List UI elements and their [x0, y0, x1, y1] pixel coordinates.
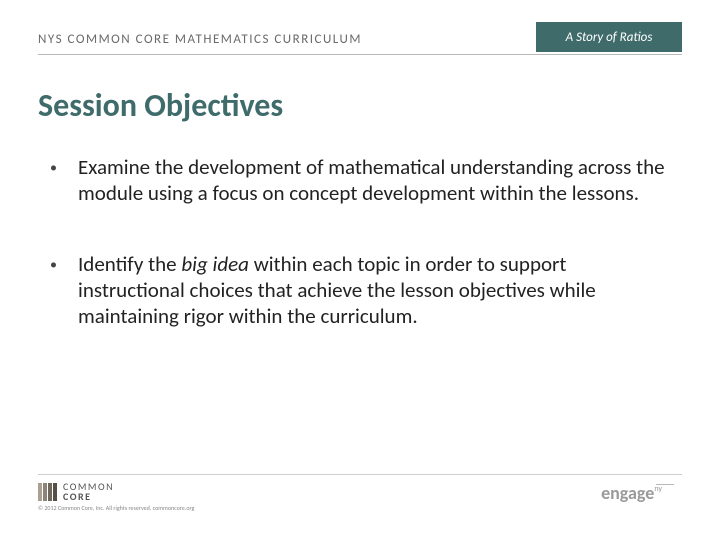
- content-area: • Examine the development of mathematica…: [50, 154, 670, 373]
- logo-engageny: engageny: [601, 482, 662, 504]
- bullet-marker: •: [50, 251, 78, 330]
- dash-icon: [656, 484, 674, 485]
- bullet-pre: Identify the: [78, 251, 181, 277]
- logo-common-core: COMMON CORE: [38, 482, 114, 502]
- logo-text: COMMON CORE: [63, 482, 114, 502]
- footer: COMMON CORE © 2012 Common Core, Inc. All…: [38, 474, 682, 522]
- bullet-text: Examine the development of mathematical …: [78, 154, 670, 207]
- header-right-badge: A Story of Ratios: [536, 22, 682, 52]
- header-rule: [38, 54, 682, 55]
- header: NYS COMMON CORE MATHEMATICS CURRICULUM A…: [38, 26, 682, 52]
- bullet-item: • Examine the development of mathematica…: [50, 154, 670, 207]
- logo-line2: CORE: [63, 492, 114, 502]
- header-left-text: NYS COMMON CORE MATHEMATICS CURRICULUM: [38, 32, 362, 47]
- brand-bold: engage: [601, 482, 654, 504]
- bullet-text: Identify the big idea within each topic …: [78, 251, 670, 330]
- bullet-emphasis: big idea: [181, 251, 249, 277]
- footer-rule: [38, 474, 682, 475]
- copyright-text: © 2012 Common Core, Inc. All rights rese…: [38, 504, 194, 512]
- bullet-item: • Identify the big idea within each topi…: [50, 251, 670, 330]
- bullet-marker: •: [50, 154, 78, 207]
- brand-tail: ny: [654, 484, 662, 494]
- logo-bars-icon: [38, 483, 57, 501]
- page-title: Session Objectives: [38, 86, 283, 125]
